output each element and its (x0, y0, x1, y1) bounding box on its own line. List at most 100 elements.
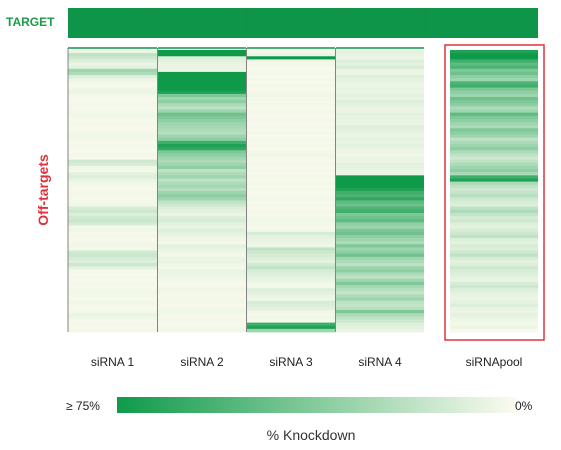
heatmap-cell (158, 212, 246, 217)
heatmap-cell (68, 234, 157, 239)
heatmap-cell (68, 209, 157, 214)
heatmap-cell (336, 219, 424, 223)
heatmap-cell (336, 125, 424, 129)
heatmap-cell (68, 134, 157, 139)
heatmap-cell (158, 125, 246, 129)
heatmap-cell (336, 241, 424, 245)
heatmap-cell (450, 125, 538, 129)
heatmap-cell (247, 50, 335, 54)
heatmap-cell (158, 294, 246, 298)
heatmap-cell (158, 178, 246, 182)
heatmap-cell (450, 325, 538, 330)
heatmap-cell (247, 131, 335, 135)
heatmap-cell (158, 278, 246, 283)
legend-max-label: 0% (515, 399, 533, 413)
heatmap-cell (158, 172, 246, 176)
heatmap-cell (158, 328, 246, 333)
heatmap-cell (247, 169, 335, 173)
heatmap-cell (450, 81, 538, 85)
heatmap-cell (336, 294, 424, 298)
heatmap-cell (247, 297, 335, 302)
heatmap-cell (247, 109, 335, 114)
heatmap-cell (336, 118, 424, 123)
heatmap-cell (68, 212, 157, 217)
heatmap-cell (450, 303, 538, 308)
heatmap-cell (158, 313, 246, 317)
heatmap-cell (158, 137, 246, 142)
heatmap-cell (158, 285, 246, 289)
heatmap-cell (247, 285, 335, 289)
heatmap-cell (450, 59, 538, 63)
heatmap-cell (336, 288, 424, 292)
heatmap-cell (450, 288, 538, 292)
heatmap-cell (336, 206, 424, 211)
heatmap-cell (68, 106, 157, 110)
heatmap-cell (336, 122, 424, 126)
heatmap-cell (247, 291, 335, 295)
heatmap-cell (450, 128, 538, 132)
heatmap-cell (336, 325, 424, 330)
heatmap-cell (158, 319, 246, 323)
heatmap-cell (68, 147, 157, 151)
heatmap-cell (247, 194, 335, 198)
heatmap-cell (336, 212, 424, 217)
heatmap-cell (68, 175, 157, 179)
heatmap-cell (336, 169, 424, 173)
heatmap-cell (450, 203, 538, 208)
heatmap-cell (158, 300, 246, 305)
heatmap-cell (158, 275, 246, 280)
heatmap-cell (158, 90, 246, 95)
heatmap-cell (450, 194, 538, 198)
heatmap-cell (336, 106, 424, 110)
heatmap-cell (158, 209, 246, 214)
heatmap-cell (247, 294, 335, 298)
heatmap-cell (247, 68, 335, 73)
heatmap-cell (247, 300, 335, 305)
heatmap-cell (450, 319, 538, 323)
heatmap-cell (247, 328, 335, 333)
siRNApool-highlight-box (444, 44, 545, 341)
heatmap-cell (247, 90, 335, 95)
heatmap-cell (336, 310, 424, 314)
heatmap-cell (247, 275, 335, 280)
heatmap-cell (336, 144, 424, 148)
heatmap-cell (247, 181, 335, 186)
heatmap-cell (336, 175, 424, 179)
heatmap-cell (247, 150, 335, 154)
heatmap-cell (247, 222, 335, 226)
heatmap-cell (247, 71, 335, 76)
heatmap-cell (158, 159, 246, 164)
heatmap-cell (247, 140, 335, 145)
heatmap-cell (336, 191, 424, 195)
heatmap-cell (336, 81, 424, 85)
heatmap-column-5 (450, 50, 538, 333)
heatmap-cell (158, 310, 246, 314)
heatmap-cell (68, 150, 157, 154)
heatmap-cell (247, 281, 335, 286)
heatmap-cell (68, 222, 157, 226)
heatmap-cell (450, 150, 538, 154)
heatmap-cell (336, 272, 424, 276)
heatmap-cell (68, 62, 157, 67)
heatmap-cell (247, 100, 335, 104)
heatmap-cell (247, 269, 335, 273)
heatmap-cell (247, 228, 335, 233)
heatmap-cell (450, 122, 538, 126)
heatmap-cell (336, 197, 424, 201)
heatmap-cell (336, 281, 424, 286)
heatmap-cell (68, 194, 157, 198)
heatmap-cell (247, 234, 335, 239)
heatmap-cell (247, 118, 335, 123)
heatmap-cell (336, 222, 424, 226)
heatmap-cell (336, 275, 424, 280)
heatmap-cell (247, 266, 335, 270)
heatmap-cell (68, 294, 157, 298)
heatmap-cell (68, 269, 157, 273)
heatmap-cell (450, 71, 538, 76)
column-label-3: siRNA 3 (269, 355, 313, 369)
heatmap-cell (336, 62, 424, 67)
heatmap-column-1 (68, 50, 157, 333)
heatmap-cell (247, 125, 335, 129)
legend-title: % Knockdown (267, 427, 356, 443)
